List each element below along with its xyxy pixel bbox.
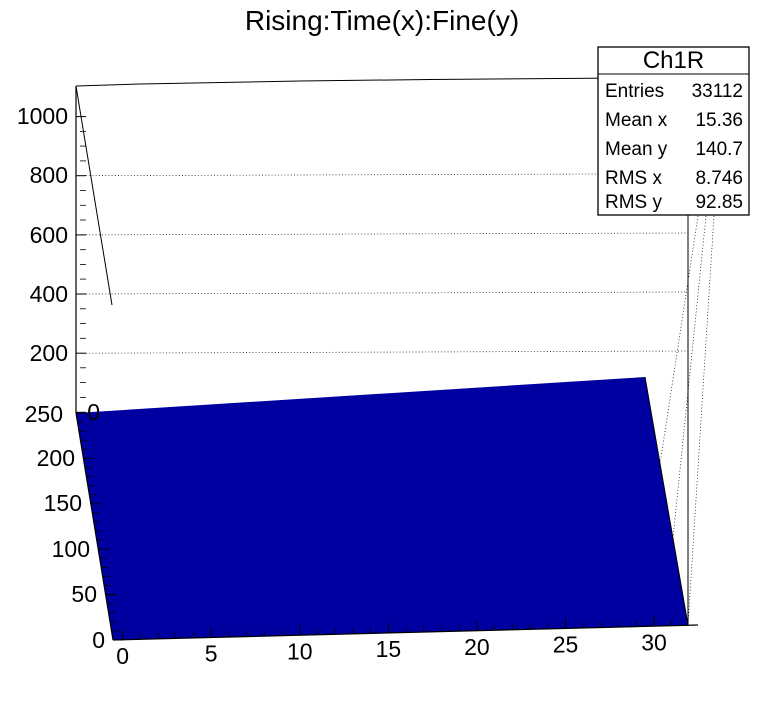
- svg-text:1000: 1000: [17, 103, 68, 129]
- svg-text:0: 0: [87, 399, 100, 425]
- svg-text:5: 5: [205, 641, 218, 667]
- svg-text:250: 250: [25, 401, 63, 427]
- svg-text:20: 20: [464, 634, 490, 660]
- svg-text:RMS x: RMS x: [605, 168, 663, 189]
- svg-text:140.7: 140.7: [695, 139, 743, 160]
- svg-text:RMS y: RMS y: [605, 192, 663, 213]
- svg-text:150: 150: [44, 490, 82, 516]
- svg-text:Mean y: Mean y: [605, 139, 668, 160]
- svg-text:33112: 33112: [692, 81, 743, 102]
- svg-text:200: 200: [30, 340, 68, 366]
- svg-text:Entries: Entries: [605, 81, 664, 102]
- svg-text:100: 100: [52, 536, 90, 562]
- svg-text:400: 400: [30, 281, 68, 307]
- svg-text:0: 0: [92, 627, 105, 653]
- svg-text:200: 200: [37, 445, 75, 471]
- svg-text:800: 800: [30, 162, 68, 188]
- svg-text:0: 0: [116, 643, 129, 669]
- svg-text:600: 600: [30, 222, 68, 248]
- svg-text:Mean x: Mean x: [605, 110, 668, 131]
- svg-text:50: 50: [71, 581, 97, 607]
- svg-text:Ch1R: Ch1R: [643, 47, 704, 74]
- svg-text:15: 15: [376, 636, 402, 662]
- svg-text:15.36: 15.36: [695, 110, 743, 131]
- svg-text:Rising:Time(x):Fine(y): Rising:Time(x):Fine(y): [245, 5, 519, 36]
- svg-text:92.85: 92.85: [695, 192, 743, 213]
- svg-text:10: 10: [287, 638, 313, 664]
- svg-text:8.746: 8.746: [695, 168, 743, 189]
- svg-text:25: 25: [553, 632, 579, 658]
- svg-text:30: 30: [641, 629, 667, 655]
